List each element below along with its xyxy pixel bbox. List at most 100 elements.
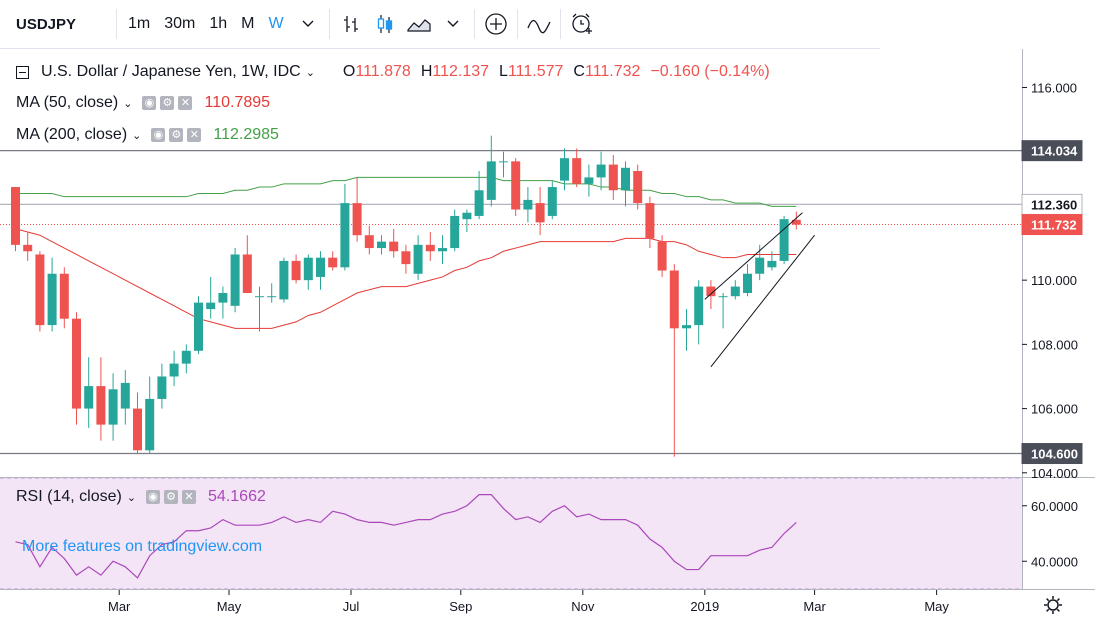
candle [413, 235, 423, 281]
eye-icon[interactable]: ◉ [146, 490, 161, 504]
candle-body [84, 386, 94, 409]
price-axis-label: 112.360 [1021, 193, 1083, 215]
chevron-down-icon[interactable]: ⌄ [305, 66, 315, 79]
compare-button[interactable] [522, 8, 556, 40]
candle [645, 196, 655, 249]
candle-body [194, 302, 203, 351]
timeframe-M[interactable]: M [241, 15, 255, 32]
candle-body [242, 254, 252, 293]
price-tick-label: 106.000 [1031, 402, 1078, 417]
symbol-search[interactable]: USDJPY [16, 15, 77, 33]
price-tick-label: 108.000 [1031, 337, 1078, 352]
watermark-link[interactable]: More features on tradingview.com [22, 538, 263, 555]
candle [316, 251, 325, 290]
chevron-down-icon[interactable]: ⌄ [132, 129, 142, 142]
candle-body [462, 212, 472, 220]
chevron-down-icon [302, 20, 314, 27]
candle-body [511, 161, 521, 210]
gear-icon [1044, 596, 1062, 614]
candle [303, 254, 313, 290]
eye-icon[interactable]: ◉ [142, 96, 157, 110]
candle-body [230, 254, 240, 306]
add-indicator-icon [484, 13, 507, 35]
timeframe-1h[interactable]: 1h [209, 15, 228, 32]
candle [133, 392, 142, 454]
candle [267, 283, 277, 303]
candle [352, 177, 362, 242]
ma200-label[interactable]: MA (200, close) [16, 126, 128, 143]
settings-icon[interactable]: ⚙ [164, 490, 179, 504]
chevron-down-icon[interactable]: ⌄ [123, 97, 133, 110]
rsi-label[interactable]: RSI (14, close) [16, 488, 122, 505]
candle-body [669, 270, 679, 329]
candle [621, 161, 630, 207]
price-axis-label-text: 112.360 [1031, 197, 1077, 212]
rsi-value: 54.1662 [208, 488, 266, 505]
line-compare-icon [526, 19, 551, 34]
alert-button[interactable] [565, 8, 599, 40]
candle [779, 215, 789, 265]
toolbar-separator [559, 9, 561, 39]
close-icon[interactable]: ✕ [187, 128, 202, 142]
candle [608, 154, 618, 200]
candle-body [486, 161, 496, 200]
price-axis-label: 111.732 [1021, 214, 1083, 236]
candle-body [181, 350, 191, 364]
candle [682, 309, 691, 351]
candle [230, 248, 240, 313]
candle-body [364, 235, 374, 249]
candle-body [682, 325, 691, 329]
candle-body [11, 187, 20, 245]
candle-body [547, 187, 557, 216]
candle [584, 164, 594, 197]
bar-chart-button[interactable] [334, 8, 368, 40]
settings-icon[interactable]: ⚙ [169, 128, 184, 142]
area-chart-button[interactable] [402, 8, 436, 40]
chart-type-dropdown[interactable] [436, 8, 470, 40]
rsi-tick-label: 60.0000 [1031, 499, 1078, 514]
candle [145, 376, 155, 454]
candle [730, 280, 740, 300]
candle-body [438, 248, 447, 252]
candle-body [340, 203, 350, 268]
add-indicator-button[interactable] [479, 8, 513, 40]
candle [291, 254, 301, 284]
ma200-value: 112.2985 [213, 126, 279, 143]
timeframe-30m[interactable]: 30m [164, 15, 196, 32]
candle-body [47, 273, 57, 326]
candle-body [255, 296, 264, 298]
candle [47, 257, 57, 332]
candle [84, 357, 94, 428]
bar-chart-icon [343, 16, 358, 32]
candle [450, 209, 460, 252]
settings-button[interactable] [1044, 596, 1062, 614]
ma50-value: 110.7895 [204, 94, 271, 111]
series-title[interactable]: U.S. Dollar / Japanese Yen, 1W, IDC [41, 63, 301, 80]
collapse-legend-icon[interactable] [16, 65, 29, 79]
candle-body [401, 251, 411, 265]
timeframe-dropdown[interactable] [291, 8, 325, 40]
settings-icon[interactable]: ⚙ [160, 96, 175, 110]
chevron-down-icon[interactable]: ⌄ [126, 491, 137, 504]
timeframe-1m[interactable]: 1m [128, 15, 151, 32]
candle-chart-button[interactable] [368, 8, 402, 40]
candle [206, 276, 216, 319]
close-icon[interactable]: ✕ [178, 96, 193, 110]
channel-upper-line [704, 212, 803, 300]
candle [279, 257, 289, 303]
price-tick-label: 104.000 [1031, 466, 1078, 481]
timeframe-W[interactable]: W [268, 15, 284, 32]
low-label: L [499, 63, 508, 80]
toolbar-separator [328, 9, 330, 39]
eye-icon[interactable]: ◉ [151, 128, 166, 142]
ma200-line [15, 176, 797, 207]
candle [157, 363, 167, 409]
ma50-label[interactable]: MA (50, close) [16, 94, 119, 111]
candle [767, 251, 777, 271]
close-icon[interactable]: ✕ [182, 490, 197, 504]
candle [791, 211, 801, 230]
candle-body [779, 219, 789, 261]
price-axis-label-text: 104.600 [1031, 447, 1078, 462]
candle-body [608, 164, 618, 191]
